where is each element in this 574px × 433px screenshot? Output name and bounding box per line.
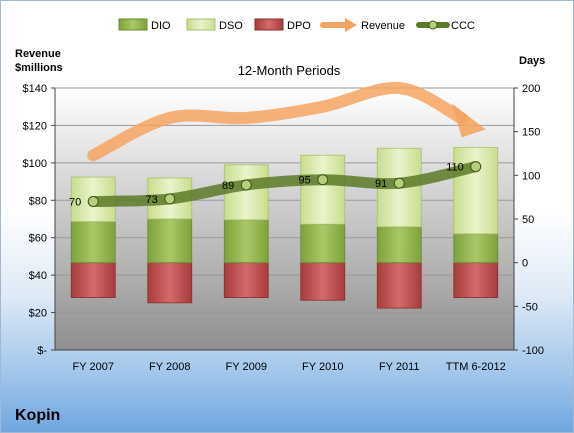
left-tick-label: $60	[29, 233, 47, 245]
bar-dio	[453, 233, 499, 264]
bar-dio	[147, 218, 193, 264]
ccc-point	[164, 193, 176, 205]
ccc-point	[87, 196, 99, 208]
bar-dpo	[376, 262, 422, 309]
ccc-data-label: 95	[299, 175, 311, 187]
category-label: FY 2007	[73, 361, 114, 373]
bar-dso	[300, 154, 346, 225]
left-tick-label: $-	[37, 345, 47, 357]
left-axis-title: $millions	[15, 62, 63, 74]
left-tick-label: $40	[29, 270, 47, 282]
left-tick-label: $80	[29, 195, 47, 207]
ccc-data-label: 89	[222, 180, 234, 192]
right-tick-label: 50	[522, 214, 534, 226]
left-axis-title: Revenue	[15, 48, 61, 60]
right-tick-label: -100	[522, 345, 544, 357]
left-tick-label: $140	[23, 83, 47, 95]
company-name: Kopin	[15, 407, 61, 424]
line-series: 70 73 89 95 91 110	[69, 81, 486, 209]
ccc-point	[240, 179, 252, 191]
right-axis-title: Days	[519, 55, 545, 67]
legend: DIO DSO DPO Revenue CCC	[118, 18, 475, 32]
legend-swatch-dso	[186, 18, 216, 31]
category-label: TTM 6-2012	[446, 361, 506, 373]
right-tick-label: -50	[522, 301, 538, 313]
bar-dio	[223, 219, 269, 264]
legend-label: CCC	[451, 20, 475, 32]
axes: $- $20 $40 $60 $80 $100 $120 $140 -100 -50 0 50 100 1…	[15, 48, 545, 373]
legend-label: Revenue	[361, 20, 405, 32]
right-tick-label: 100	[522, 170, 540, 182]
bar-dpo	[300, 262, 346, 301]
chart-title: 12-Month Periods	[238, 63, 341, 78]
left-tick-label: $20	[29, 308, 47, 320]
bar-dpo	[70, 262, 116, 298]
revenue-line	[87, 81, 468, 162]
left-tick-label: $100	[23, 158, 47, 170]
ccc-data-label: 73	[146, 194, 158, 206]
ccc-data-label: 110	[446, 162, 464, 174]
plot-area	[54, 87, 515, 351]
ccc-point	[317, 174, 329, 186]
ccc-point	[393, 177, 405, 189]
ccc-data-label: 91	[375, 178, 387, 190]
bar-dio	[376, 226, 422, 264]
right-tick-label: 0	[522, 258, 528, 270]
ccc-point	[470, 161, 482, 173]
legend-label: DIO	[151, 20, 171, 32]
legend-label: DSO	[219, 20, 243, 32]
bar-dpo	[147, 262, 193, 304]
legend-swatch-dpo	[254, 18, 284, 31]
legend-label: DPO	[287, 20, 311, 32]
legend-marker-ccc	[428, 20, 438, 30]
bar-dio	[70, 221, 116, 264]
category-label: FY 2010	[302, 361, 343, 373]
bar-dso	[453, 146, 499, 235]
bar-dpo	[223, 262, 269, 298]
category-label: FY 2008	[149, 361, 190, 373]
revenue-arrowhead	[451, 103, 486, 138]
bar-dpo	[453, 262, 499, 298]
category-label: FY 2011	[379, 361, 420, 373]
legend-arrowhead-revenue	[345, 18, 357, 32]
legend-swatch-dio	[118, 18, 148, 31]
right-tick-label: 150	[522, 127, 540, 139]
bar-dio	[300, 223, 346, 264]
left-tick-label: $120	[23, 120, 47, 132]
ccc-line	[87, 161, 482, 208]
right-tick-label: 200	[522, 83, 540, 95]
ccc-data-label: 70	[69, 197, 81, 209]
category-label: FY 2009	[226, 361, 267, 373]
